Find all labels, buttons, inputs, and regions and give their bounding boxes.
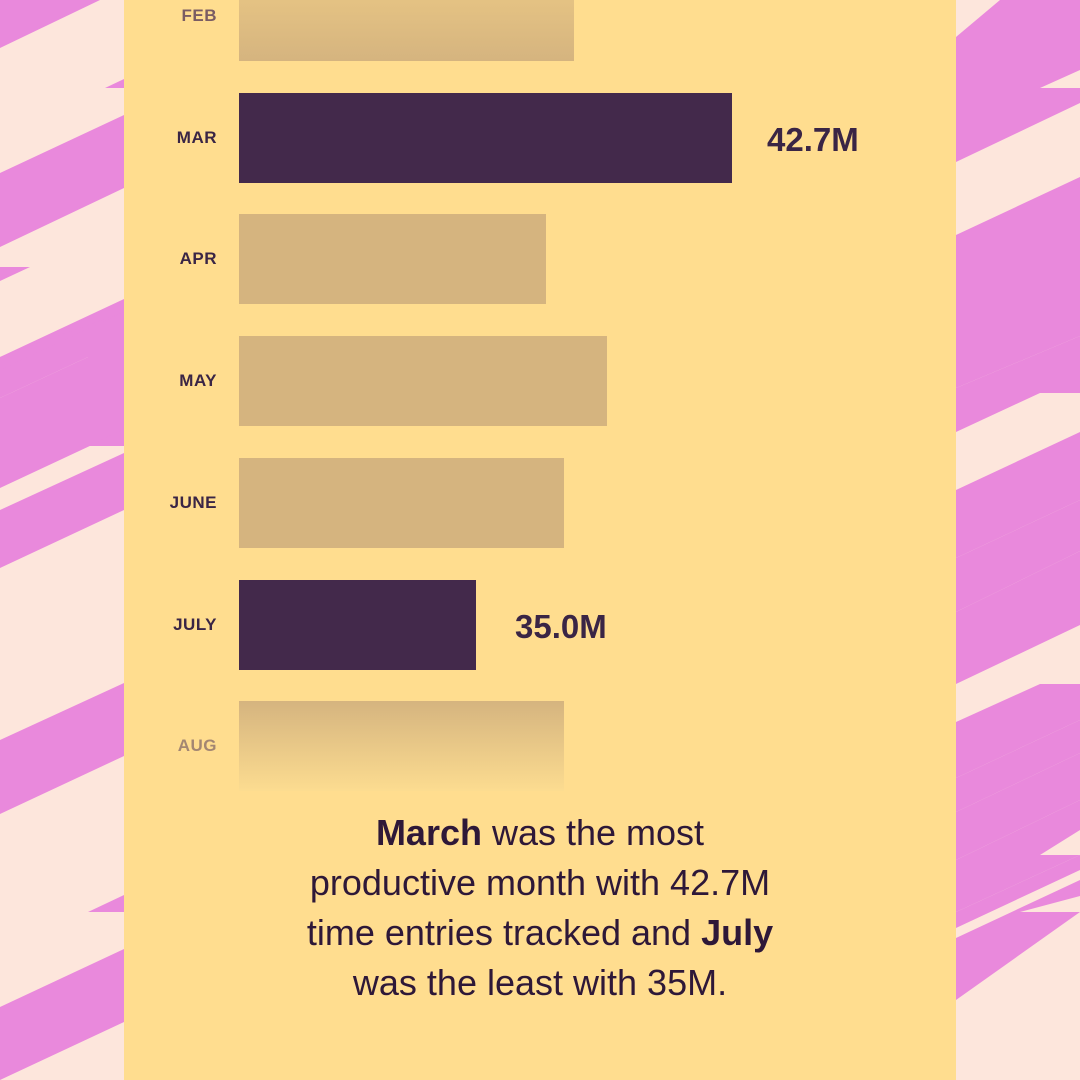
caption-text: was the least with 35M. — [352, 962, 728, 1003]
value-label: 35.0M — [515, 608, 607, 645]
bar — [239, 0, 574, 61]
bar-row-aug: AUG — [124, 701, 956, 791]
bar-row-feb: FEB — [124, 0, 956, 61]
bar — [239, 336, 607, 426]
chart-panel: FEB MAR 42.7M APR MAY JUNE JULY 35.0M AU… — [124, 0, 956, 1080]
caption-highlight-march: March — [375, 812, 482, 853]
caption-text: productive month with 42.7M — [309, 862, 771, 903]
bar-row-june: JUNE — [124, 458, 956, 548]
bar-row-july: JULY 35.0M — [124, 580, 956, 670]
category-label: JULY — [173, 615, 217, 634]
category-label: MAY — [179, 371, 217, 390]
category-label: FEB — [181, 6, 217, 25]
bar — [239, 458, 564, 548]
category-label: MAR — [176, 128, 217, 147]
bar-row-may: MAY — [124, 336, 956, 426]
bar — [239, 214, 546, 304]
category-label: APR — [179, 249, 217, 268]
bar-highlighted — [239, 93, 732, 183]
bar-row-mar: MAR 42.7M — [124, 93, 956, 183]
caption-highlight-july: July — [701, 912, 774, 953]
caption-text: time entries tracked and — [306, 912, 702, 953]
value-label: 42.7M — [767, 121, 859, 158]
summary-caption: March was the most productive month with… — [124, 808, 956, 1008]
caption-text: was the most — [481, 812, 705, 853]
bar-row-apr: APR — [124, 214, 956, 304]
bar — [239, 701, 564, 791]
category-label: AUG — [177, 736, 217, 755]
category-label: JUNE — [169, 493, 217, 512]
bar-highlighted — [239, 580, 476, 670]
